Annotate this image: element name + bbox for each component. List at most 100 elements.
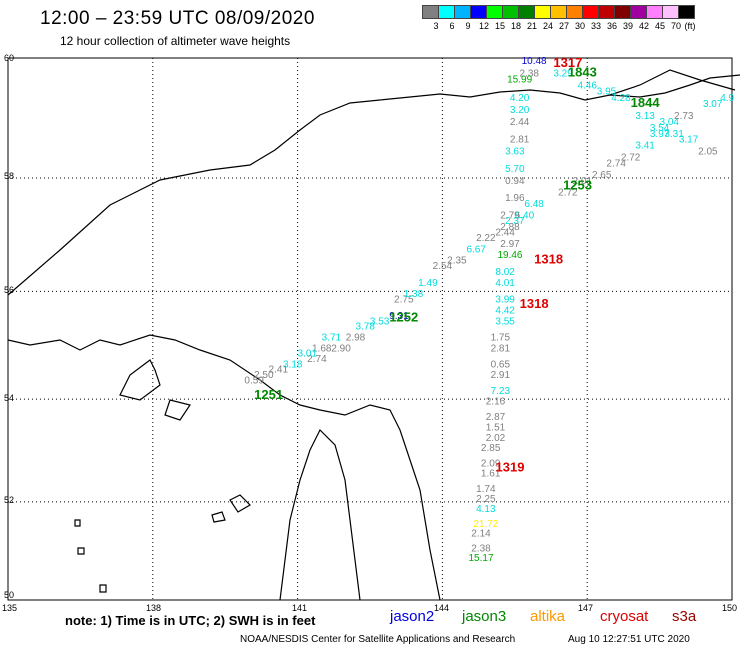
wave-height-value: 10.48 bbox=[522, 56, 547, 67]
wave-height-value: 2.25 bbox=[476, 494, 496, 505]
coastline-segment bbox=[99, 584, 107, 593]
pass-number-label: 1251 bbox=[254, 387, 283, 402]
wave-height-value: 6.67 bbox=[466, 244, 486, 255]
wave-height-value: 21.72 bbox=[473, 519, 498, 530]
wave-height-value: 4.01 bbox=[495, 278, 515, 289]
legend-tick-label: 21 bbox=[526, 21, 537, 31]
wave-height-value: 3.20 bbox=[510, 105, 530, 116]
wave-height-value: 1.38 bbox=[404, 289, 424, 300]
legend-tick-label: 15 bbox=[494, 21, 505, 31]
wave-height-value: 4.28 bbox=[611, 93, 631, 104]
pass-number-label: 1843 bbox=[568, 64, 597, 79]
wave-height-value: 2.37 bbox=[505, 216, 525, 227]
wave-height-value: 2.09 bbox=[481, 458, 501, 469]
wave-height-value: 1.96 bbox=[505, 193, 525, 204]
wave-height-value: 7.23 bbox=[491, 386, 511, 397]
wave-height-value: 2.50 bbox=[254, 370, 274, 381]
wave-height-value: 3.17 bbox=[679, 135, 699, 146]
wave-height-value: 2.73 bbox=[674, 111, 694, 122]
wave-height-value: 2.85 bbox=[481, 443, 501, 454]
page-subtitle: 12 hour collection of altimeter wave hei… bbox=[60, 34, 291, 48]
coastline-segment bbox=[229, 494, 251, 513]
coastline-segment bbox=[164, 399, 191, 421]
wave-height-value: 19.46 bbox=[497, 250, 522, 261]
legend-tick-label: 3 bbox=[433, 21, 439, 31]
page-title: 12:00 – 23:59 UTC 08/09/2020 bbox=[40, 8, 315, 29]
wave-height-value: 2.90 bbox=[331, 343, 351, 354]
wave-height-value: 3.95 bbox=[597, 87, 617, 98]
wave-height-value: 2.88 bbox=[500, 222, 520, 233]
pass-number-label: 1318 bbox=[520, 296, 549, 311]
map-frame bbox=[7, 57, 733, 601]
lat-label-60: 60 bbox=[4, 53, 15, 63]
wave-height-value: 1.49 bbox=[418, 278, 438, 289]
wave-height-value: 2.01 bbox=[573, 176, 593, 187]
lon-label-141: 141 bbox=[292, 603, 308, 613]
legend-tick-label: 70 bbox=[670, 21, 681, 31]
wave-height-value: 2.35 bbox=[447, 256, 467, 267]
footer-timestamp: Aug 10 12:27:51 UTC 2020 bbox=[568, 634, 690, 645]
legend-tick-label: 12 bbox=[478, 21, 489, 31]
wave-height-value: 0.59 bbox=[244, 375, 264, 386]
wave-height-value: 6.40 bbox=[515, 210, 535, 221]
pass-number-label: 1252 bbox=[389, 310, 418, 325]
lat-label-54: 54 bbox=[4, 393, 15, 403]
wave-height-value: 3.13 bbox=[635, 111, 655, 122]
coastline bbox=[7, 69, 740, 601]
lon-label-150: 150 bbox=[722, 603, 738, 613]
wave-height-value: 3.18 bbox=[283, 359, 303, 370]
wave-height-value: 4.20 bbox=[510, 93, 530, 104]
wave-height-value: 3.71 bbox=[322, 333, 342, 344]
wave-height-value: 3.54 bbox=[650, 123, 670, 134]
coastline-segment bbox=[77, 547, 85, 555]
pass-number-label: 1317 bbox=[553, 55, 582, 70]
satellite-altika: altika bbox=[530, 608, 566, 625]
legend-tick-label: 39 bbox=[622, 21, 633, 31]
legend-tick-label: 9 bbox=[465, 21, 471, 31]
lat-label-52: 52 bbox=[4, 495, 15, 505]
wave-height-value: 4.13 bbox=[476, 504, 496, 515]
legend-tick-label: 27 bbox=[558, 21, 569, 31]
wave-height-value: 2.72 bbox=[621, 152, 641, 163]
wave-height-value: 2.81 bbox=[491, 343, 511, 354]
wave-height-value: 1.68 bbox=[312, 343, 332, 354]
wave-height-value: 3.01 bbox=[298, 349, 318, 360]
wave-height-value: 3.78 bbox=[355, 322, 375, 333]
wave-height-value: 3.53 bbox=[370, 316, 390, 327]
satellite-s3a: s3a bbox=[672, 608, 697, 625]
wave-height-value: 2.44 bbox=[495, 227, 515, 238]
lat-label-50: 50 bbox=[4, 590, 15, 600]
wave-height-value: 0.94 bbox=[505, 176, 525, 187]
coastline-segment bbox=[119, 359, 161, 401]
legend-tick-label: 45 bbox=[654, 21, 665, 31]
lat-label-56: 56 bbox=[4, 285, 15, 295]
wave-height-value: 4.42 bbox=[495, 305, 515, 316]
wave-height-values: 2.75 2.982.90 3.783.53 9.31 1.381.49 2.542.35… bbox=[244, 56, 734, 564]
wave-height-value: 2.87 bbox=[486, 412, 506, 423]
wave-height-value: 5.70 bbox=[505, 164, 525, 175]
lon-label-135: 135 bbox=[2, 603, 18, 613]
pass-number-label: 1253 bbox=[563, 178, 592, 193]
lon-label-147: 147 bbox=[578, 603, 594, 613]
wave-height-value: 3.31 bbox=[664, 129, 684, 140]
coastline-segment bbox=[74, 519, 81, 527]
wave-height-value: 2.74 bbox=[606, 158, 626, 169]
wave-height-value: 2.02 bbox=[486, 433, 506, 444]
map-grid bbox=[7, 57, 733, 601]
wave-height-value: 3.63 bbox=[505, 147, 525, 158]
pass-number-label: 1318 bbox=[534, 252, 563, 267]
wave-height-value: 4.9 bbox=[720, 93, 734, 104]
coastline-segment bbox=[7, 334, 441, 601]
legend-swatch bbox=[678, 5, 695, 19]
wave-height-value: 2.98 bbox=[346, 333, 366, 344]
wave-height-value: 2.16 bbox=[486, 396, 506, 407]
legend-tick-label: 18 bbox=[510, 21, 521, 31]
wave-height-value: 6.48 bbox=[524, 199, 544, 210]
wave-height-value: 2.54 bbox=[433, 261, 453, 272]
coastline-segment bbox=[7, 74, 740, 296]
wave-height-value: 2.97 bbox=[500, 239, 520, 250]
wave-height-value: 2.79 bbox=[500, 210, 520, 221]
lon-label-138: 138 bbox=[146, 603, 162, 613]
